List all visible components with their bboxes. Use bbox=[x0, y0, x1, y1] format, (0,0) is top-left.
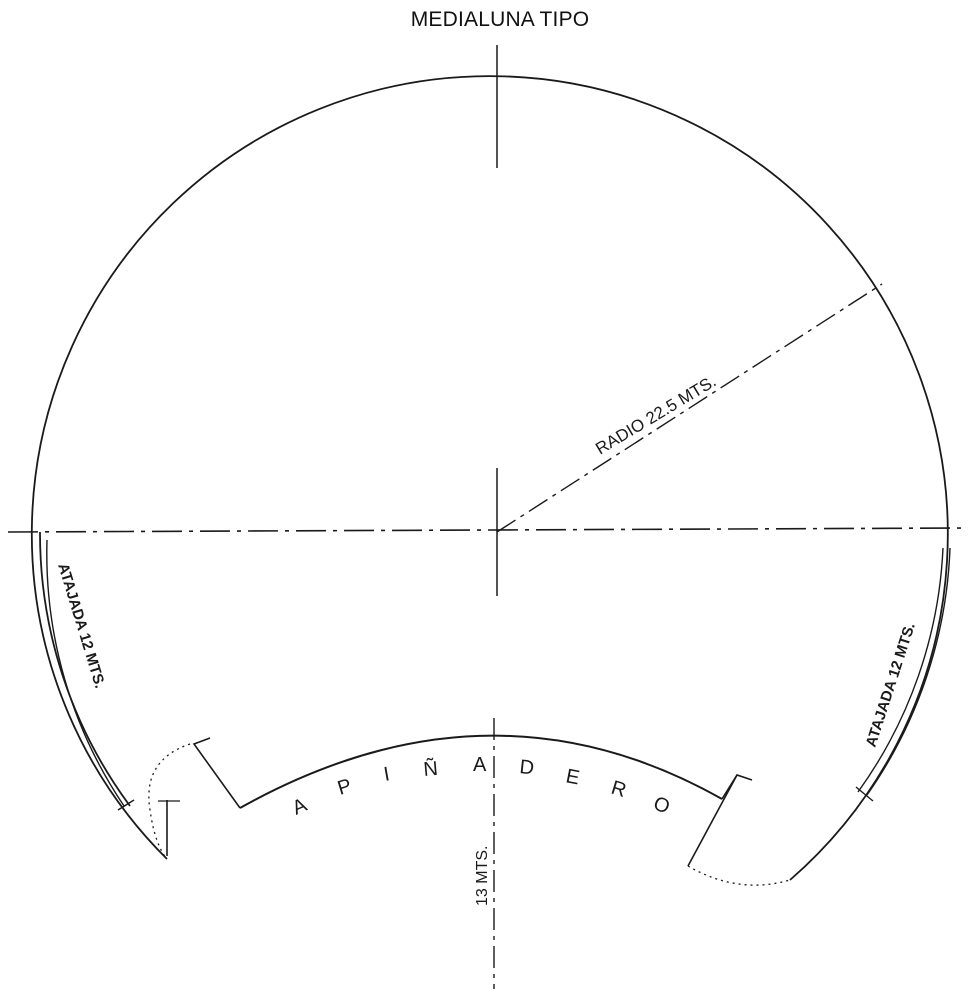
apinadero-left-wing bbox=[192, 737, 241, 809]
atajada-left-wall bbox=[46, 539, 125, 807]
apinadero-letter: I bbox=[382, 763, 391, 786]
atajada-right-end bbox=[855, 786, 874, 802]
apinadero-letter: E bbox=[564, 765, 581, 789]
radius-line bbox=[496, 283, 883, 533]
arena-outer-wall-left-lower bbox=[39, 531, 131, 807]
apinadero-letter: A bbox=[473, 754, 487, 776]
radius-label: RADIO 22.5 MTS. bbox=[592, 372, 719, 459]
right-gate-swing bbox=[687, 865, 791, 886]
apinadero-letter: P bbox=[335, 775, 354, 800]
apinadero-letter: Ñ bbox=[422, 756, 438, 781]
apinadero-letter: A bbox=[289, 794, 311, 820]
apinadero-letter: R bbox=[609, 777, 629, 802]
atajada-left-end bbox=[117, 799, 135, 811]
depth-label: 13 MTS. bbox=[474, 846, 491, 906]
apinadero-arc bbox=[239, 734, 723, 809]
atajada-right-wall bbox=[857, 547, 944, 793]
atajada-right-outer bbox=[866, 547, 951, 796]
apinadero-label: A P I Ñ A D E R O bbox=[289, 754, 673, 820]
arena-outer-wall bbox=[30, 75, 949, 881]
apinadero-letter: O bbox=[650, 792, 673, 818]
apinadero-right-gate bbox=[687, 774, 738, 867]
apinadero-letter: D bbox=[518, 756, 535, 779]
horizontal-axis bbox=[7, 527, 966, 533]
atajada-right-label: ATAJADA 12 MTS. bbox=[863, 621, 919, 750]
diagram-title: MEDIALUNA TIPO bbox=[410, 8, 590, 31]
left-gate-swing bbox=[148, 743, 191, 860]
